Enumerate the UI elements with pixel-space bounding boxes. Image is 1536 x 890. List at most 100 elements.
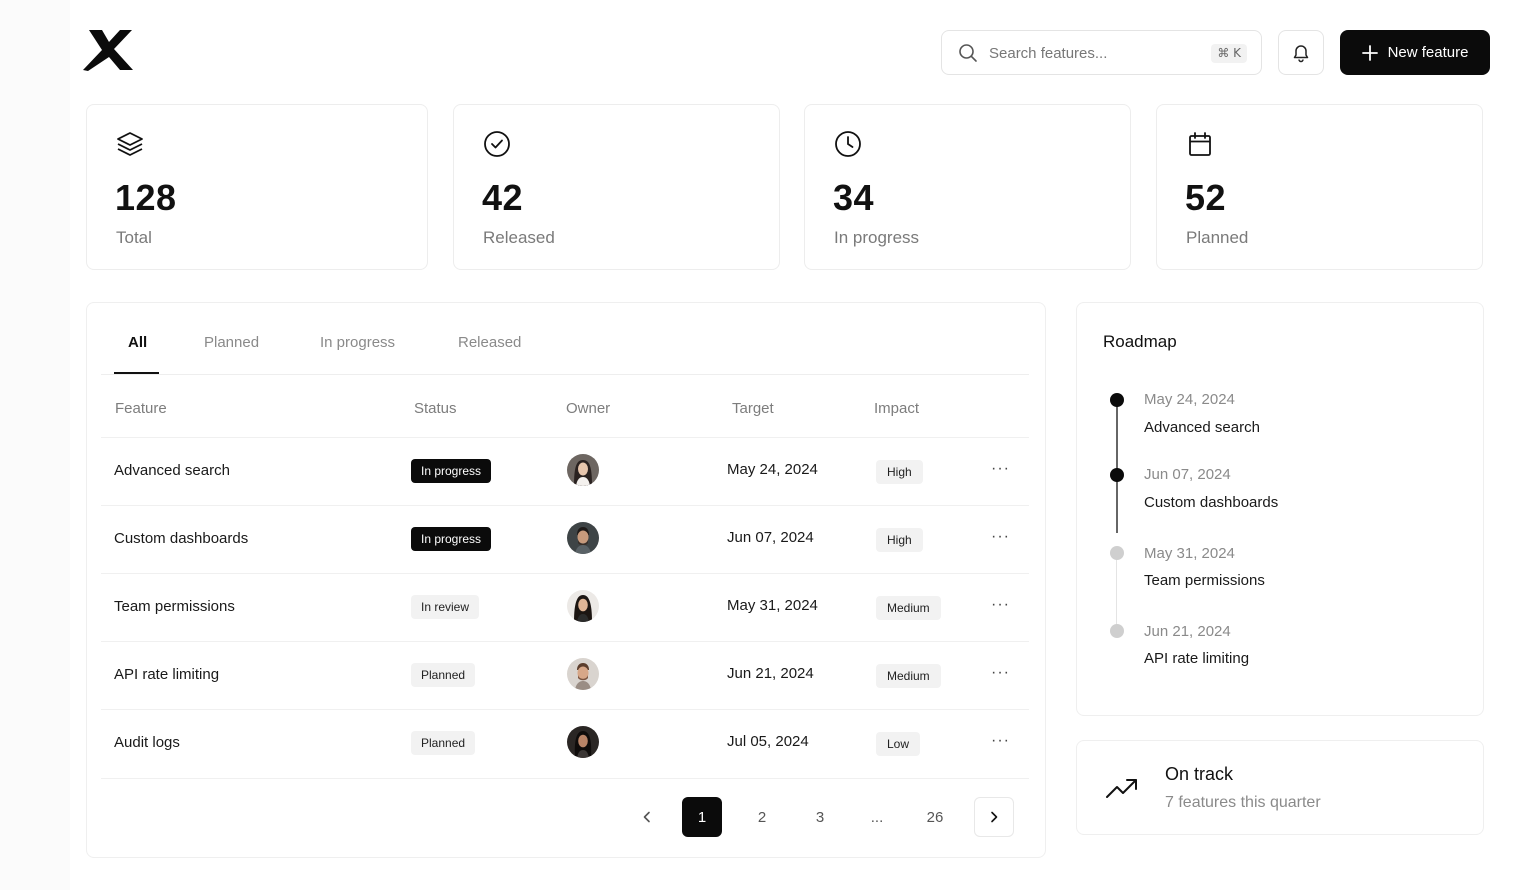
row-menu-icon[interactable]: ··· — [991, 460, 1010, 477]
stat-card-planned: 52 Planned — [1156, 104, 1483, 270]
impact-badge: High — [876, 528, 923, 552]
status-badge: Planned — [411, 663, 476, 687]
table-row[interactable]: Team permissions In review May 31, 2024 … — [101, 574, 1029, 642]
status-badge: In review — [411, 595, 480, 619]
tab-all[interactable]: All — [128, 334, 148, 351]
search-icon — [959, 44, 977, 62]
avatar-photo-icon — [567, 658, 599, 690]
target-date: May 24, 2024 — [727, 461, 818, 478]
check-circle-icon — [484, 131, 510, 157]
table-row[interactable]: Custom dashboards In progress Jun 07, 20… — [101, 506, 1029, 574]
impact-badge: Medium — [876, 596, 941, 620]
row-menu-icon[interactable]: ··· — [991, 528, 1010, 545]
on-track-title: On track — [1165, 764, 1234, 784]
tab-planned[interactable]: Planned — [204, 334, 260, 351]
on-track-subtitle: 7 features this quarter — [1165, 794, 1321, 811]
owner-avatar[interactable] — [567, 658, 599, 690]
pagination-ellipsis: ... — [870, 808, 884, 826]
target-date: Jul 05, 2024 — [727, 733, 809, 750]
avatar-photo-icon — [567, 726, 599, 758]
table-row[interactable]: Audit logs Planned Jul 05, 2024 Low ··· — [101, 710, 1029, 779]
logo[interactable] — [80, 26, 136, 74]
owner-avatar[interactable] — [567, 454, 599, 486]
feature-name: Team permissions — [114, 598, 235, 615]
target-date: May 31, 2024 — [727, 597, 818, 614]
row-menu-icon[interactable]: ··· — [991, 732, 1010, 749]
column-header-status[interactable]: Status — [414, 400, 457, 417]
status-tabs: All Planned In progress Released — [101, 303, 1029, 375]
timeline-line-done — [1116, 400, 1118, 533]
feature-name: Audit logs — [114, 734, 180, 751]
roadmap-item[interactable]: Custom dashboards — [1144, 494, 1279, 511]
on-track-card: On track 7 features this quarter — [1076, 740, 1484, 835]
column-header-feature[interactable]: Feature — [115, 400, 167, 417]
feature-name: Custom dashboards — [114, 530, 249, 547]
roadmap-panel: Roadmap May 24, 2024 Advanced search Jun… — [1076, 302, 1484, 716]
pagination-page[interactable]: 3 — [815, 808, 825, 826]
new-feature-label: New feature — [1387, 44, 1469, 61]
stat-label: Released — [483, 228, 555, 247]
pagination-page[interactable]: 2 — [757, 808, 767, 826]
feature-name: Advanced search — [114, 462, 230, 479]
x-logo-icon — [83, 30, 133, 71]
roadmap-date: Jun 21, 2024 — [1144, 623, 1231, 640]
pagination-page[interactable]: 26 — [926, 808, 944, 826]
search-input[interactable] — [989, 41, 1189, 65]
pagination-page-current[interactable]: 1 — [682, 797, 722, 837]
avatar-photo-icon — [567, 522, 599, 554]
column-header-target[interactable]: Target — [732, 400, 774, 417]
impact-badge: Low — [876, 732, 921, 756]
search-shortcut-badge: ⌘ K — [1211, 44, 1247, 63]
avatar-photo-icon — [567, 590, 599, 622]
column-header-owner[interactable]: Owner — [566, 400, 611, 417]
stat-value: 128 — [115, 177, 177, 218]
timeline-dot-done — [1110, 393, 1124, 407]
layers-icon — [117, 132, 143, 156]
table-row[interactable]: API rate limiting Planned Jun 21, 2024 M… — [101, 642, 1029, 710]
row-menu-icon[interactable]: ··· — [991, 664, 1010, 681]
roadmap-date: May 24, 2024 — [1144, 391, 1235, 408]
roadmap-item[interactable]: Team permissions — [1144, 572, 1265, 589]
new-feature-button[interactable]: New feature — [1340, 30, 1490, 75]
chevron-right-icon — [991, 811, 998, 823]
owner-avatar[interactable] — [567, 590, 599, 622]
timeline-dot-done — [1110, 468, 1124, 482]
stat-value: 52 — [1185, 177, 1227, 218]
owner-avatar[interactable] — [567, 522, 599, 554]
features-panel: All Planned In progress Released Feature… — [86, 302, 1046, 858]
stat-card-released: 42 Released — [453, 104, 780, 270]
pagination-prev[interactable] — [627, 797, 667, 837]
left-gutter — [0, 0, 70, 890]
plus-icon — [1361, 44, 1378, 61]
roadmap-date: Jun 07, 2024 — [1144, 466, 1231, 483]
impact-badge: Medium — [876, 664, 941, 688]
stat-value: 34 — [833, 177, 875, 218]
timeline-line-upcoming — [1116, 553, 1117, 633]
table-row[interactable]: Advanced search In progress May 24, 2024… — [101, 438, 1029, 506]
notifications-button[interactable] — [1278, 30, 1324, 75]
status-badge: In progress — [411, 459, 492, 483]
tab-in-progress[interactable]: In progress — [320, 334, 396, 351]
active-tab-indicator — [114, 372, 159, 374]
target-date: Jun 21, 2024 — [727, 665, 814, 682]
clock-icon — [835, 131, 861, 157]
trending-up-icon — [1106, 779, 1137, 798]
bell-icon — [1293, 44, 1309, 62]
impact-badge: High — [876, 460, 923, 484]
row-menu-icon[interactable]: ··· — [991, 596, 1010, 613]
owner-avatar[interactable] — [567, 726, 599, 758]
column-header-impact[interactable]: Impact — [874, 400, 920, 417]
roadmap-item[interactable]: Advanced search — [1144, 419, 1260, 436]
pagination-next[interactable] — [974, 797, 1014, 837]
roadmap-title: Roadmap — [1103, 332, 1177, 351]
tab-released[interactable]: Released — [458, 334, 522, 351]
search-box[interactable]: ⌘ K — [941, 30, 1262, 75]
stat-card-in-progress: 34 In progress — [804, 104, 1131, 270]
stat-card-total: 128 Total — [86, 104, 428, 270]
stat-label: Total — [116, 228, 152, 247]
chevron-left-icon — [643, 811, 650, 823]
stat-label: In progress — [834, 228, 920, 247]
calendar-icon — [1189, 132, 1211, 156]
roadmap-item[interactable]: API rate limiting — [1144, 650, 1250, 667]
